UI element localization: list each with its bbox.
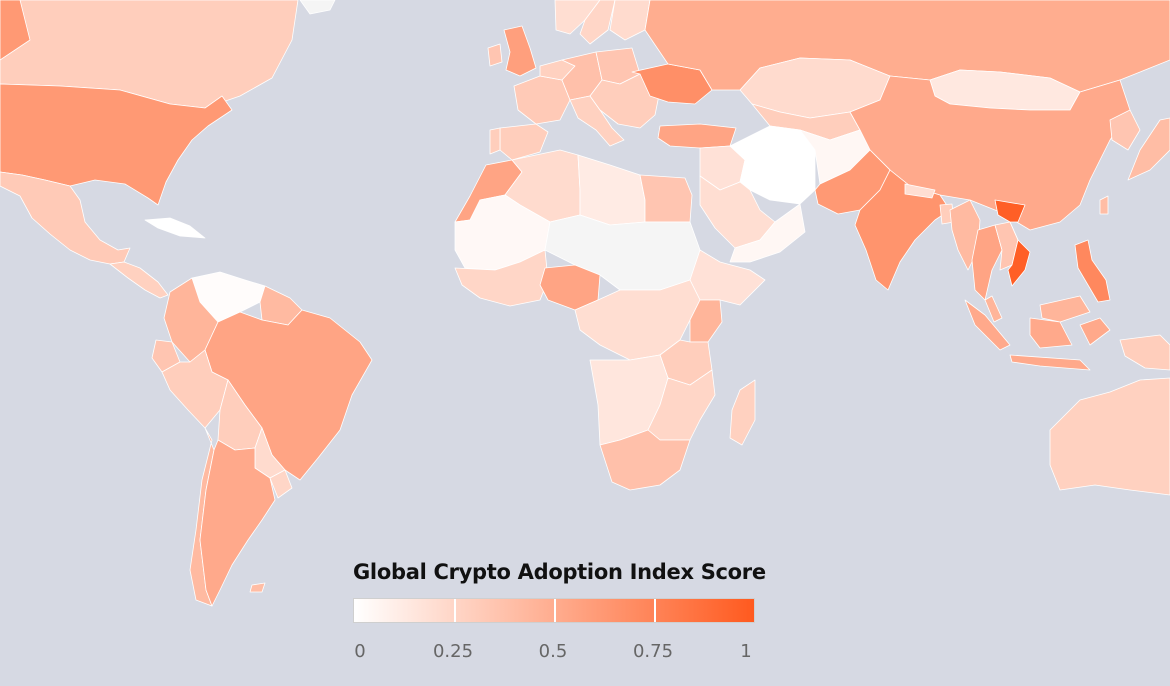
region-nepal[interactable] xyxy=(904,183,936,199)
region-uruguay[interactable] xyxy=(269,469,293,499)
region-philippines[interactable] xyxy=(1074,239,1111,303)
legend-separator xyxy=(453,599,456,622)
region-madagascar[interactable] xyxy=(729,379,756,446)
legend-title: Global Crypto Adoption Index Score xyxy=(353,560,766,584)
legend-separator xyxy=(553,599,556,622)
legend-tick-075: 0.75 xyxy=(632,641,674,662)
region-malaysia[interactable] xyxy=(984,295,1091,323)
region-alaska[interactable] xyxy=(0,0,31,61)
region-falklands[interactable] xyxy=(249,582,266,593)
legend-separator xyxy=(653,599,656,622)
legend-tick-0: 0 xyxy=(354,641,366,662)
region-balkans[interactable] xyxy=(589,73,661,129)
legend-ticks: 0 0.25 0.5 0.75 1 xyxy=(353,641,755,667)
region-east-africa-south[interactable] xyxy=(647,369,716,441)
region-south-africa[interactable] xyxy=(599,429,691,491)
region-argentina[interactable] xyxy=(199,439,276,607)
region-japan[interactable] xyxy=(1127,117,1170,181)
legend: Global Crypto Adoption Index Score 0 0.2… xyxy=(353,560,766,667)
region-egypt[interactable] xyxy=(639,174,693,223)
region-mexico[interactable] xyxy=(0,171,131,265)
region-australia[interactable] xyxy=(1049,377,1170,496)
region-vietnam[interactable] xyxy=(994,199,1031,287)
land-layer xyxy=(0,0,1170,607)
legend-tick-025: 0.25 xyxy=(432,641,474,662)
region-yemen-oman[interactable] xyxy=(729,203,806,263)
region-finland[interactable] xyxy=(609,0,651,41)
region-norway[interactable] xyxy=(554,0,601,35)
region-greenland[interactable] xyxy=(299,0,336,15)
region-taiwan[interactable] xyxy=(1099,195,1109,215)
region-sweden[interactable] xyxy=(579,0,616,45)
region-central-america[interactable] xyxy=(109,261,169,299)
region-indonesia[interactable] xyxy=(964,299,1111,371)
region-cuba[interactable] xyxy=(144,217,206,239)
region-uk[interactable] xyxy=(503,25,537,77)
region-ireland[interactable] xyxy=(487,43,503,67)
region-portugal[interactable] xyxy=(489,127,501,155)
region-india[interactable] xyxy=(854,169,951,291)
region-turkey[interactable] xyxy=(657,123,737,149)
region-korea[interactable] xyxy=(1109,109,1141,151)
legend-color-bar xyxy=(353,598,755,623)
legend-tick-05: 0.5 xyxy=(538,641,568,662)
region-png[interactable] xyxy=(1119,334,1170,371)
legend-tick-1: 1 xyxy=(740,641,752,662)
